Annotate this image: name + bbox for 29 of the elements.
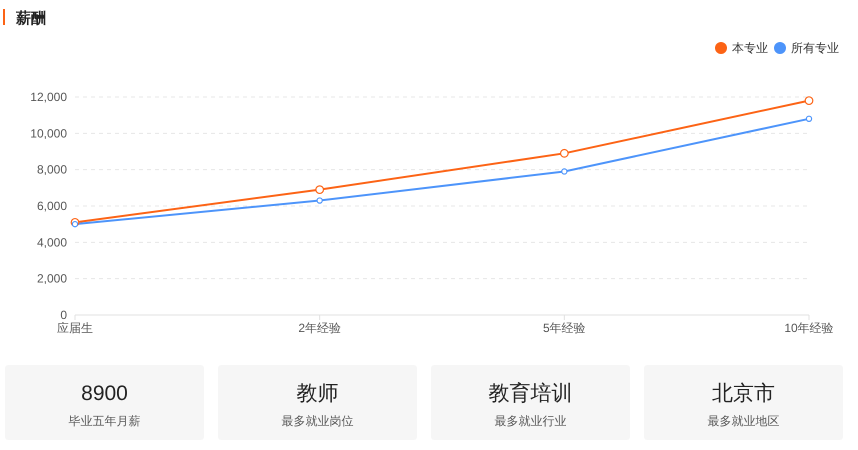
point <box>806 116 812 122</box>
text: 毕业五年月薪 <box>68 414 140 428</box>
text: 教育培训 <box>488 381 572 405</box>
y-tick-label: 2,000 <box>36 272 68 286</box>
x-tick-label: 5年经验 <box>542 321 586 335</box>
y-tick-label: 0 <box>60 308 68 322</box>
text: 北京市 <box>712 382 775 405</box>
legend-label: 本专业 <box>732 41 768 55</box>
text: 最多就业地区 <box>708 414 780 428</box>
point <box>315 185 324 194</box>
point <box>560 148 569 158</box>
x-tick-label: 10年经验 <box>784 321 834 335</box>
text: 教师 <box>296 382 338 405</box>
y-tick-label: 6,000 <box>36 199 68 213</box>
legend-label: 所有专业 <box>791 41 839 55</box>
x-tick-label: 2年经验 <box>298 321 342 335</box>
point <box>804 96 814 106</box>
point <box>561 168 568 175</box>
text: 8900 <box>81 382 128 405</box>
chart-title: 薪酬 <box>15 10 46 27</box>
y-tick-label: 12,000 <box>30 90 68 104</box>
text: 最多就业行业 <box>494 414 566 428</box>
text: 最多就业岗位 <box>282 414 354 428</box>
point <box>72 220 78 228</box>
y-tick-label: 8,000 <box>36 162 68 177</box>
x-tick-label: 应届生 <box>57 321 93 335</box>
point <box>316 197 323 204</box>
y-tick-label: 10,000 <box>30 126 68 140</box>
y-tick-label: 4,000 <box>36 235 68 250</box>
